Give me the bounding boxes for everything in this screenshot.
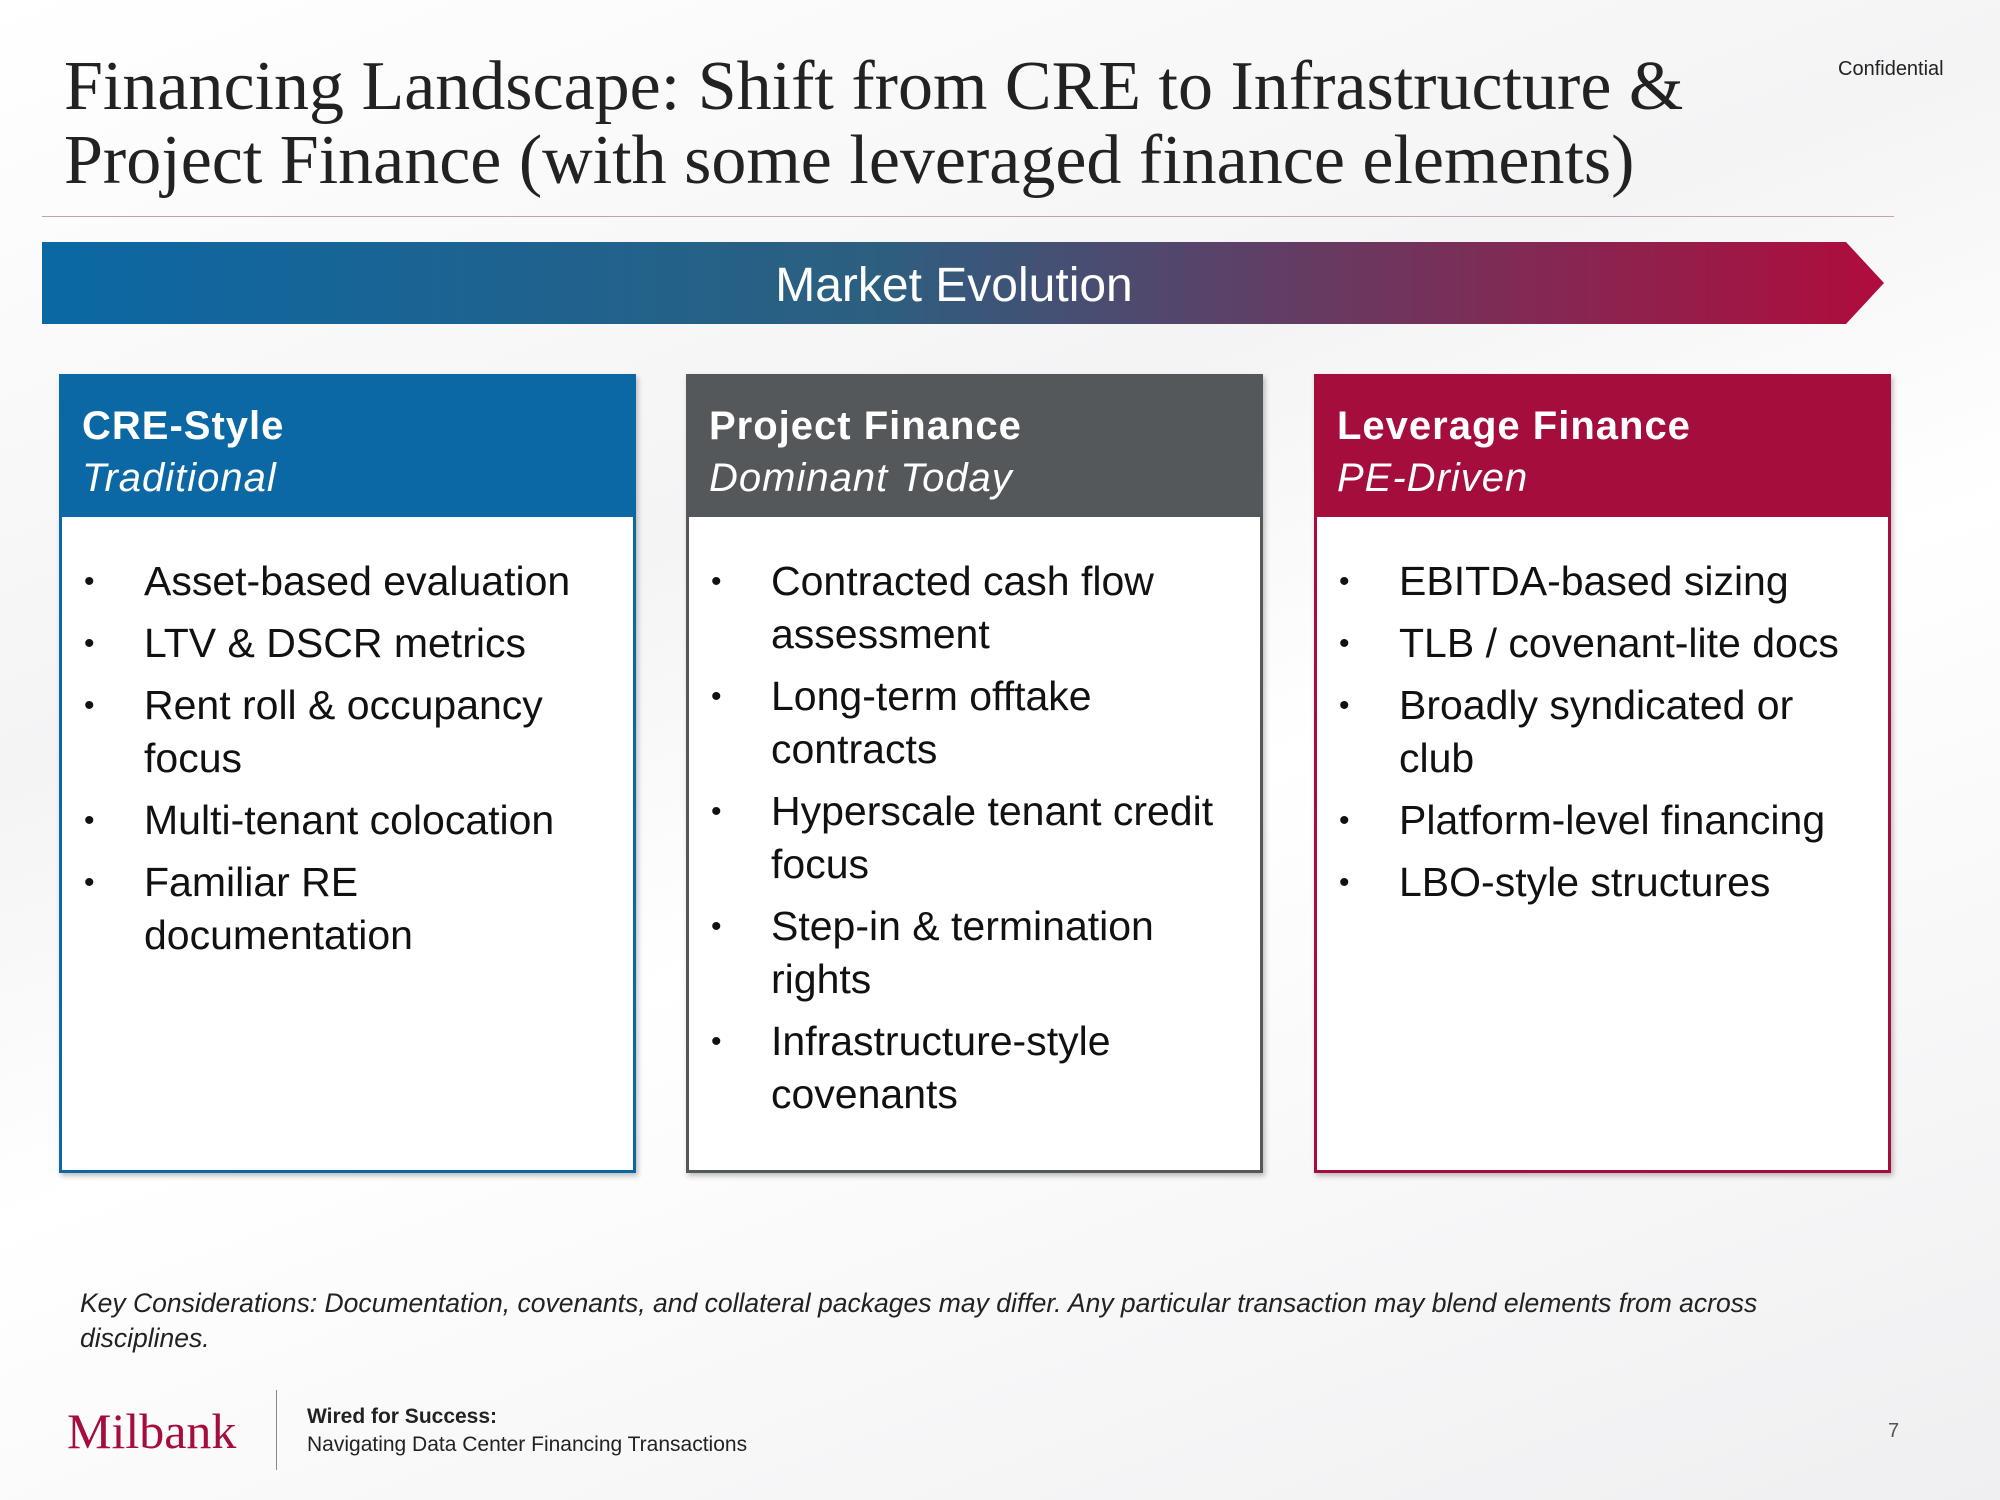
bullet-item: Familiar RE documentation	[84, 856, 613, 962]
arrow-shape	[42, 242, 1884, 324]
rule	[42, 216, 1894, 217]
bullet-item: Broadly syndicated or club	[1339, 679, 1868, 785]
bullet-item: LBO-style structures	[1339, 856, 1868, 909]
title: Financing Landscape: Shift from CRE to I…	[64, 50, 1683, 198]
bullet-item: Hyperscale tenant credit focus	[711, 785, 1240, 891]
footer-subtitle: Navigating Data Center Financing Transac…	[307, 1433, 748, 1456]
footnote: Key Considerations: Documentation, coven…	[80, 1288, 1758, 1353]
banner-text: Market Evolution	[775, 259, 1133, 312]
column-card: Project Finance Dominant Today Contracted …	[686, 374, 1263, 1173]
column-subtitle: PE-Driven	[1337, 456, 1529, 500]
bullet-item: Platform-level financing	[1339, 794, 1868, 847]
column-header: Project Finance Dominant Today	[689, 377, 1260, 517]
page-number: 7	[1888, 1420, 1900, 1442]
column-header: Leverage Finance PE-Driven	[1317, 377, 1888, 517]
bullet-item: Step-in & termination rights	[711, 900, 1240, 1006]
bullet-list: Contracted cash flow assessmentLong-term…	[689, 517, 1260, 1121]
confidential: Confidential	[1838, 58, 1944, 80]
column-card: Leverage Finance PE-Driven EBITDA-based si…	[1314, 374, 1891, 1173]
column-title: Project Finance	[709, 404, 1022, 448]
column-title: Leverage Finance	[1337, 404, 1691, 448]
bullet-item: Contracted cash flow assessment	[711, 555, 1240, 661]
bullet-item: Rent roll & occupancy focus	[84, 679, 613, 785]
bullet-item: TLB / covenant-lite docs	[1339, 617, 1868, 670]
bullet-item: EBITDA-based sizing	[1339, 555, 1868, 608]
column-subtitle: Traditional	[82, 456, 277, 500]
divider	[276, 1390, 277, 1470]
title-line: Project Finance (with some leveraged fin…	[64, 122, 1635, 199]
bullet-list: EBITDA-based sizing TLB / covenant-lite d…	[1317, 517, 1888, 909]
column-title: CRE-Style	[82, 404, 285, 448]
logo: Milbank	[67, 1403, 237, 1459]
bullet-item: Infrastructure-style covenants	[711, 1015, 1240, 1121]
bullet-list: Asset-based evaluation LTV & DSCR metrics…	[62, 517, 633, 962]
footer-title: Wired for Success:	[307, 1405, 498, 1428]
bullet-item: LTV & DSCR metrics	[84, 617, 613, 670]
bullet-item: Long-term offtake contracts	[711, 670, 1240, 776]
column-subtitle: Dominant Today	[709, 456, 1013, 500]
banner-arrow	[42, 242, 1884, 324]
bullet-item: Asset-based evaluation	[84, 555, 613, 608]
column-header: CRE-Style Traditional	[62, 377, 633, 517]
column-card: CRE-Style Traditional Asset-based evaluati…	[59, 374, 636, 1173]
title-line: Financing Landscape: Shift from CRE to I…	[64, 48, 1684, 125]
bullet-item: Multi-tenant colocation	[84, 794, 613, 847]
